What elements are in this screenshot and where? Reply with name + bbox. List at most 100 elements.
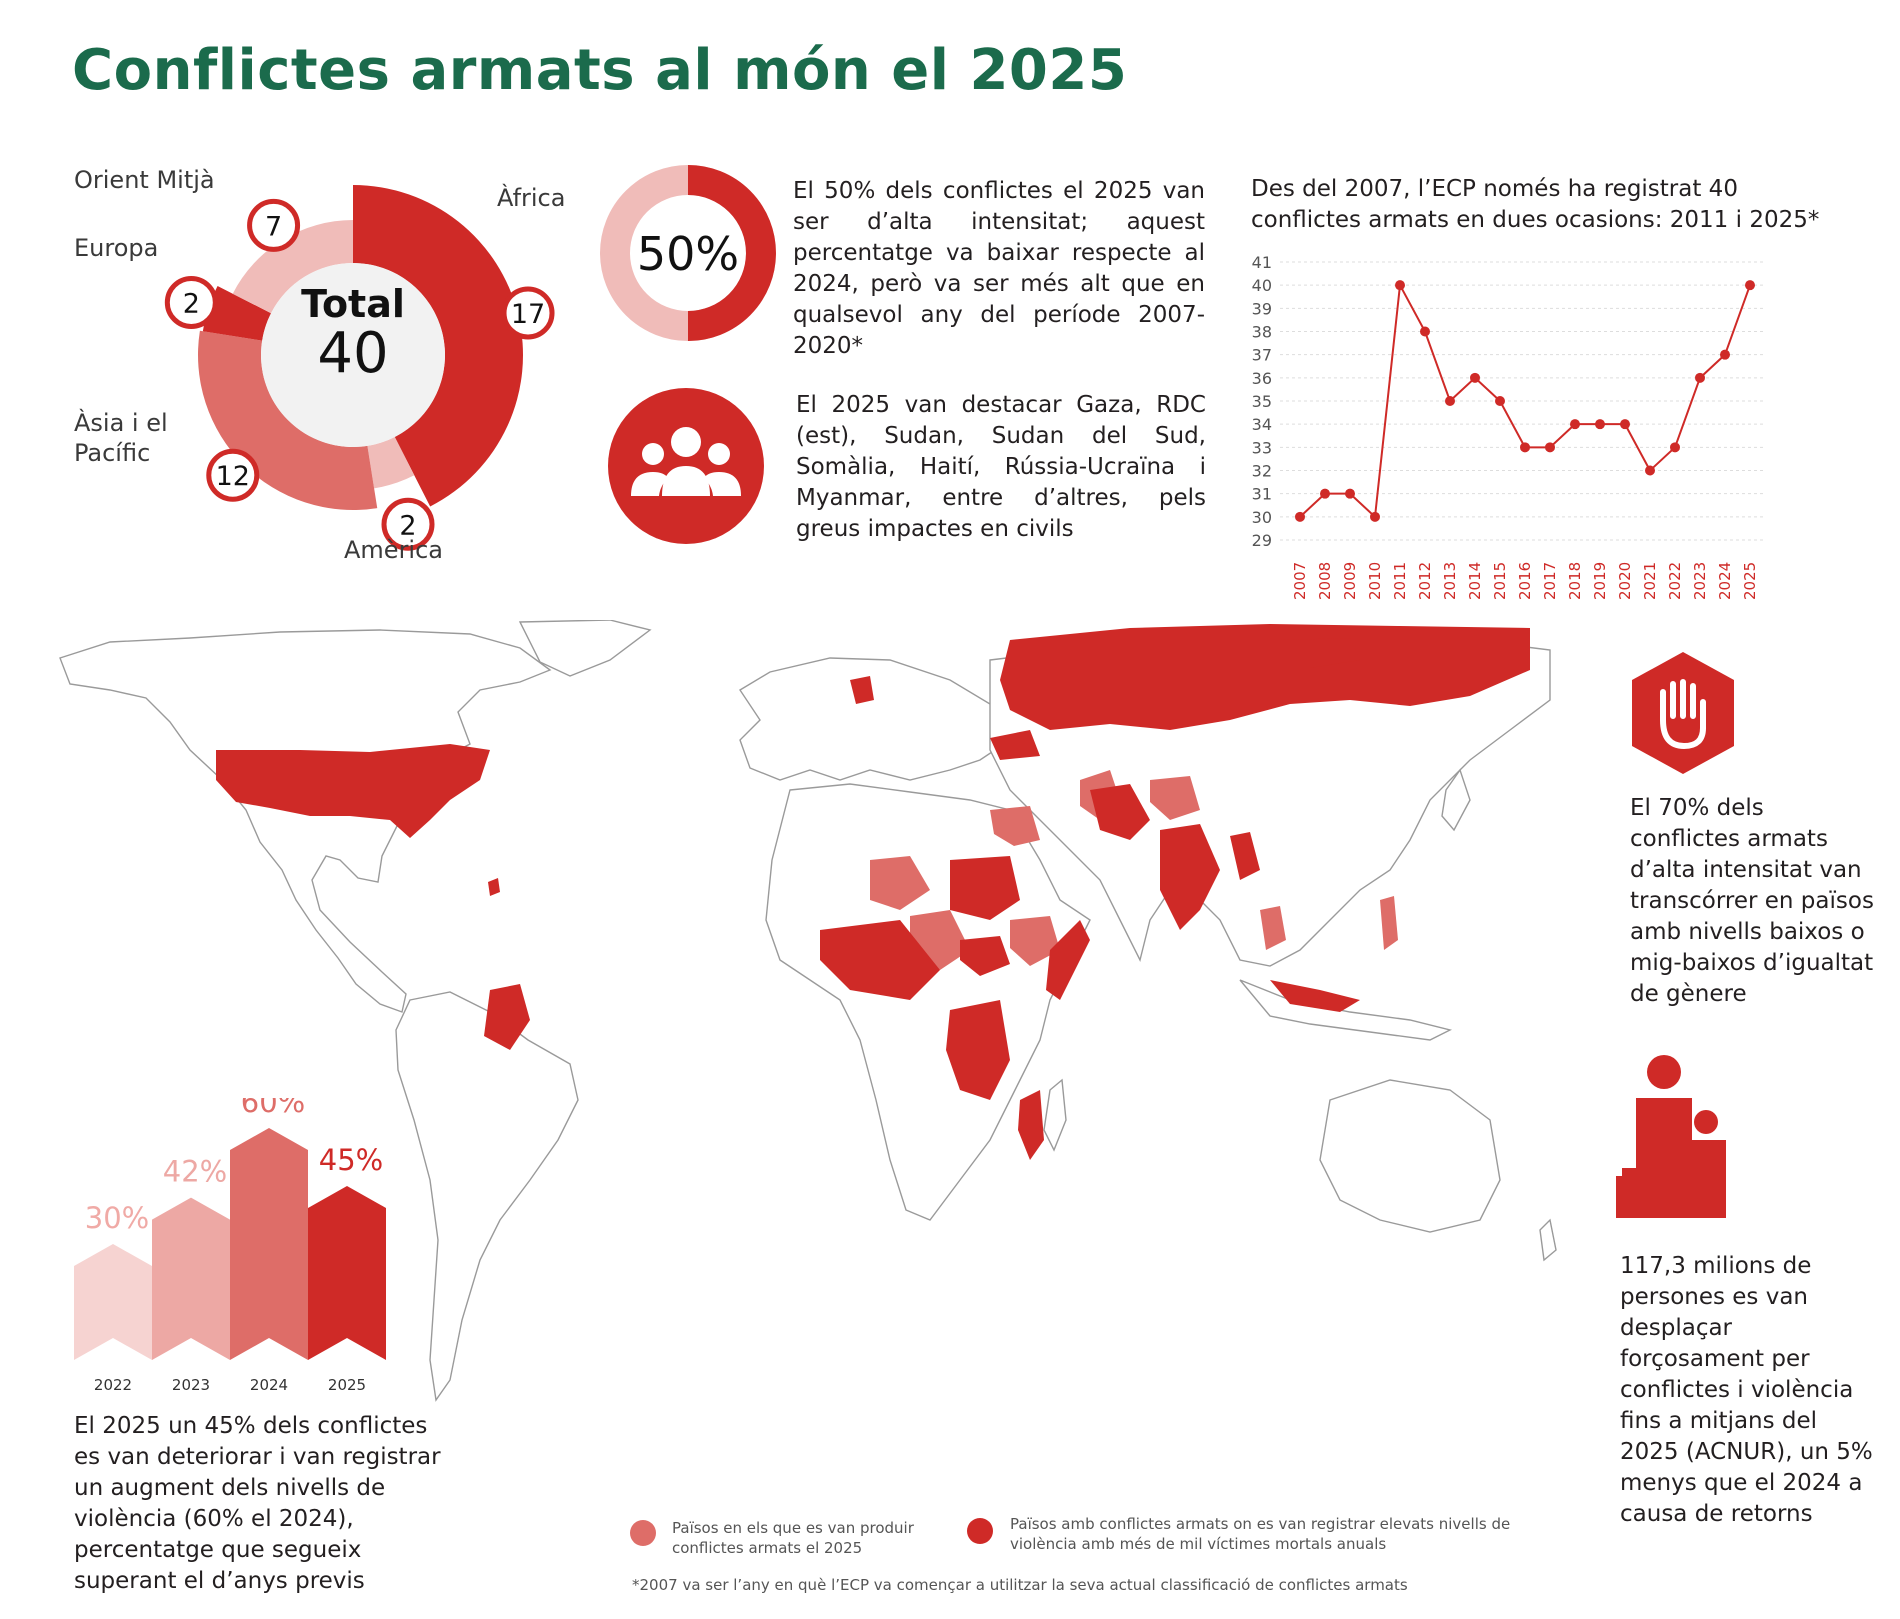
- gauge-percent-label: 50%: [637, 227, 739, 281]
- bar-value-label-2022: 30%: [85, 1201, 149, 1235]
- donut-badge-2: [206, 448, 260, 502]
- line-xtick-2017: 2017: [1541, 562, 1559, 600]
- bar-category-2025: 2025: [328, 1376, 366, 1394]
- donut-center: [261, 263, 445, 447]
- legend-label-dark: Països amb conflictes armats on es van r…: [1010, 1515, 1511, 1553]
- line-ytick-11: 40: [1252, 276, 1272, 295]
- line-xtick-2014: 2014: [1466, 562, 1484, 600]
- legend-swatch-light: [630, 1520, 656, 1546]
- map-region-thailand: [1260, 906, 1286, 950]
- donut-badge-value-1: 2: [399, 510, 416, 541]
- map-region-indonesia: [1270, 980, 1360, 1012]
- line-chart-title-1: Des del 2007, l’ECP només ha registrat 4…: [1251, 176, 1738, 202]
- civilians-text: El 2025 van destacar Gaza, RDC (est), Su…: [796, 392, 1206, 542]
- donut-slice-1: [367, 436, 415, 489]
- map-region-philippines: [1380, 896, 1398, 950]
- line-ytick-10: 39: [1252, 299, 1272, 318]
- regional-donut-chart: Total 40 17 2 12 2 7: [164, 185, 555, 551]
- bar-2023: [152, 1197, 230, 1360]
- donut-badge-4: [247, 198, 301, 252]
- map-region-uk: [850, 676, 874, 704]
- line-xtick-2018: 2018: [1566, 562, 1584, 600]
- map-region-sudan: [950, 856, 1020, 920]
- line-xtick-2020: 2020: [1616, 562, 1634, 600]
- region-label-america: Amèrica: [344, 536, 443, 564]
- line-point-2014: [1470, 372, 1480, 383]
- donut-badge-1: [381, 497, 435, 551]
- conflicts-line-chart: 29 30 31 32 33 34 35 36 37 38 39 40 41 2007 2008 2009 20…: [1252, 253, 1764, 600]
- line-ytick-5: 34: [1252, 415, 1272, 434]
- map-high-intensity-countries: [216, 624, 1530, 1160]
- deterioration-bar-chart: 30% 2022 42% 2023 60% 2024 45% 2025: [74, 1098, 386, 1394]
- line-ytick-8: 37: [1252, 346, 1272, 365]
- donut-slice-0: [353, 185, 523, 507]
- line-point-2012: [1420, 326, 1430, 337]
- line-point-2010: [1370, 511, 1380, 522]
- high-intensity-text: El 50% dels conflictes el 2025 van ser d…: [793, 178, 1205, 359]
- map-region-pakistan-north: [1150, 776, 1200, 820]
- map-region-mozambique: [1018, 1090, 1044, 1160]
- page-title: Conflictes armats al món el 2025: [72, 38, 1128, 103]
- bar-2022: [74, 1244, 152, 1360]
- bar-category-2024: 2024: [250, 1376, 288, 1394]
- line-xtick-2007: 2007: [1291, 562, 1309, 600]
- line-xtick-2022: 2022: [1666, 562, 1684, 600]
- line-xtick-2025: 2025: [1741, 562, 1759, 600]
- map-region-mali-niger: [870, 856, 930, 910]
- line-point-2019: [1595, 419, 1605, 430]
- raised-hand-icon: [1632, 652, 1734, 774]
- donut-badge-value-2: 12: [216, 461, 250, 492]
- map-region-usa: [216, 744, 490, 838]
- deterioration-text: El 2025 un 45% dels conflictes es van de…: [74, 1413, 441, 1594]
- map-region-colombia: [484, 984, 530, 1050]
- map-region-russia: [1000, 624, 1530, 730]
- people-group-icon: [608, 388, 764, 544]
- line-point-2008: [1320, 488, 1330, 499]
- donut-badge-value-4: 7: [265, 211, 282, 242]
- line-xtick-2016: 2016: [1516, 562, 1534, 600]
- line-point-2022: [1670, 442, 1680, 453]
- line-xtick-2023: 2023: [1691, 562, 1709, 600]
- line-xtick-2024: 2024: [1716, 562, 1734, 600]
- bar-2024: [230, 1128, 308, 1360]
- map-region-myanmar: [1230, 832, 1260, 880]
- line-ytick-1: 30: [1252, 508, 1272, 527]
- donut-center-value: 40: [317, 321, 388, 386]
- line-ytick-2: 31: [1252, 485, 1272, 504]
- line-xtick-2013: 2013: [1441, 562, 1459, 600]
- displaced-family-icon: [1616, 1055, 1726, 1218]
- line-xtick-2012: 2012: [1416, 562, 1434, 600]
- line-ytick-9: 38: [1252, 323, 1272, 342]
- line-xtick-2011: 2011: [1391, 562, 1409, 600]
- map-region-india: [1160, 824, 1220, 930]
- donut-slices: [197, 185, 523, 511]
- map-region-russia-east: [1280, 638, 1360, 668]
- line-point-2020: [1620, 419, 1630, 430]
- line-point-2013: [1445, 396, 1455, 406]
- line-point-2007: [1295, 511, 1305, 522]
- line-ytick-3: 32: [1252, 462, 1272, 481]
- map-region-drc: [946, 1000, 1010, 1100]
- region-label-europa: Europa: [74, 234, 159, 262]
- donut-center-label: Total: [301, 282, 405, 326]
- map-region-sahel: [820, 920, 940, 1000]
- bar-value-label-2025: 45%: [319, 1143, 383, 1177]
- bar-category-2023: 2023: [172, 1376, 210, 1394]
- line-point-2016: [1520, 442, 1530, 453]
- legend-swatch-dark: [967, 1518, 993, 1544]
- region-label-asia-1: Àsia i el: [74, 409, 168, 437]
- line-point-2011: [1395, 280, 1405, 291]
- line-ytick-4: 33: [1252, 438, 1272, 457]
- map-region-haiti: [488, 878, 500, 896]
- footnote: *2007 va ser l’any en què l’ECP va comen…: [632, 1576, 1408, 1594]
- donut-slice-3: [202, 285, 272, 341]
- line-ytick-12: 41: [1252, 253, 1272, 272]
- line-point-2023: [1695, 372, 1705, 383]
- line-ytick-6: 35: [1252, 392, 1272, 411]
- map-region-libya-egypt: [990, 806, 1040, 846]
- line-xtick-2021: 2021: [1641, 562, 1659, 600]
- line-point-2015: [1495, 396, 1505, 406]
- bar-value-label-2024: 60%: [241, 1098, 305, 1119]
- donut-slice-2: [197, 330, 378, 511]
- donut-badge-value-3: 2: [183, 288, 200, 319]
